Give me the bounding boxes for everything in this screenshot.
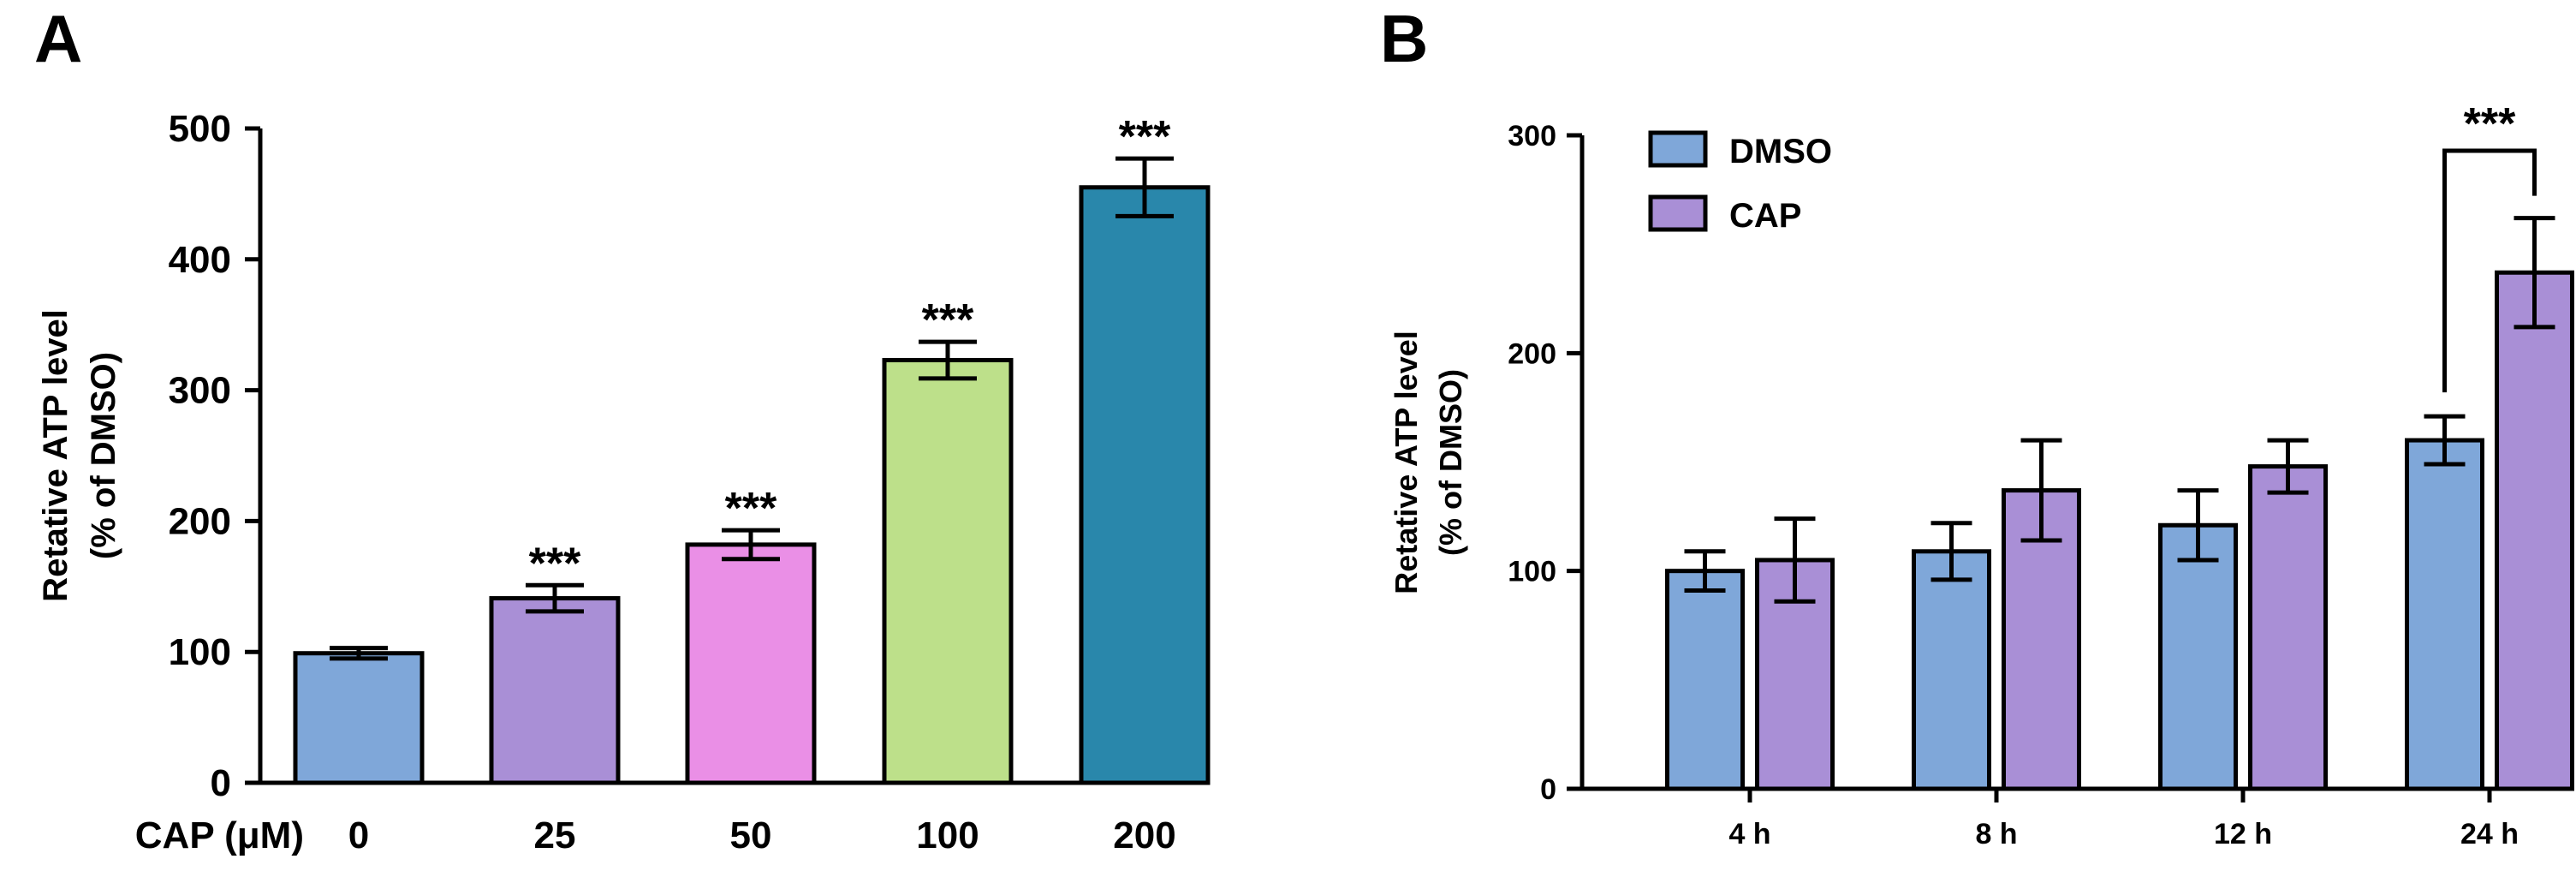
- chart-panel-a: 0 100 200 300 400 500 *** *** *** *** 0 25 50 100 20…: [37, 108, 1211, 856]
- significance-label-a: ***: [725, 484, 777, 534]
- y-tick-label-a: 300: [169, 370, 231, 412]
- significance-label-a: ***: [529, 539, 581, 588]
- y-axis-title-b-line2: (% of DMSO): [1433, 369, 1468, 556]
- y-tick-label-a: 0: [211, 762, 231, 804]
- significance-bracket-line: [2442, 148, 2537, 393]
- bar-group-b: [2158, 438, 2328, 791]
- x-tick-label-a: 0: [348, 814, 369, 856]
- y-axis-title-a: Retative ATP level (% of DMSO): [37, 309, 122, 602]
- panel-letter-b: B: [1380, 1, 1428, 76]
- y-axis-title-b-line1: Retative ATP level: [1389, 331, 1424, 594]
- y-tick-label-b: 0: [1540, 773, 1556, 806]
- bar-group-a: ***: [489, 539, 621, 785]
- bar-a: [882, 357, 1014, 785]
- y-tick-label-b: 300: [1508, 120, 1556, 152]
- y-axis-title-b: Retative ATP level (% of DMSO): [1389, 331, 1468, 594]
- y-axis-ticks-b: 0 100 200 300: [1508, 120, 1582, 806]
- x-tick-label-a: 100: [916, 814, 979, 856]
- significance-bracket-b: ***: [2442, 99, 2537, 393]
- legend-b: DMSO CAP: [1648, 130, 1832, 235]
- x-axis-ticks-a: 0 25 50 100 200: [348, 814, 1176, 856]
- x-tick-label-a: 200: [1113, 814, 1175, 856]
- x-tick-label-a: 25: [534, 814, 576, 856]
- bar-group-a: [293, 646, 425, 785]
- x-tick-label-a: 50: [730, 814, 772, 856]
- bar-group-b: [1665, 516, 1835, 791]
- bar-cap: [2248, 464, 2328, 791]
- significance-label-a: ***: [1119, 112, 1171, 162]
- x-tick-label-b: 4 h: [1728, 818, 1770, 850]
- x-tick-label-b: 24 h: [2460, 818, 2519, 850]
- bar-a: [489, 596, 621, 785]
- x-tick-label-b: 12 h: [2214, 818, 2272, 850]
- legend-label-cap: CAP: [1729, 197, 1801, 235]
- chart-panel-b: 0 100 200 300 4 h 8 h 12 h 24 h Retative ATP l…: [1389, 99, 2574, 850]
- y-tick-label-a: 500: [169, 108, 231, 150]
- bar-group-a: ***: [1079, 112, 1211, 785]
- bar-group-a: ***: [685, 484, 817, 785]
- legend-swatch-dmso: [1648, 130, 1708, 168]
- legend-label-dmso: DMSO: [1729, 133, 1832, 170]
- y-axis-title-a-line2: (% of DMSO): [85, 352, 122, 559]
- bar-dmso: [1665, 569, 1745, 791]
- significance-label-a: ***: [922, 295, 974, 345]
- x-axis-title-a: CAP (μM): [135, 814, 304, 856]
- x-tick-label-b: 8 h: [1975, 818, 2017, 850]
- y-tick-label-a: 400: [169, 239, 231, 281]
- bar-dmso: [1912, 549, 1991, 791]
- bar-group-b: [2405, 216, 2574, 791]
- y-tick-label-a: 100: [169, 631, 231, 673]
- bar-group-b: [1912, 438, 2081, 791]
- bar-dmso: [2405, 438, 2484, 791]
- bar-a: [293, 651, 425, 785]
- x-axis-ticks-b: 4 h 8 h 12 h 24 h: [1728, 789, 2519, 850]
- bar-a: [685, 542, 817, 785]
- bar-a: [1079, 185, 1211, 785]
- bar-group-a: ***: [882, 295, 1014, 785]
- y-tick-label-a: 200: [169, 500, 231, 542]
- panel-letter-a: A: [34, 1, 82, 76]
- y-tick-label-b: 200: [1508, 337, 1556, 370]
- y-axis-title-a-line1: Retative ATP level: [37, 309, 74, 602]
- y-axis-ticks-a: 0 100 200 300 400 500: [169, 108, 260, 804]
- significance-label-b: ***: [2464, 99, 2516, 149]
- bar-cap: [2495, 270, 2574, 791]
- legend-swatch-cap: [1648, 194, 1708, 232]
- bar-dmso: [2158, 522, 2238, 791]
- bars-a: *** *** *** ***: [293, 112, 1211, 785]
- y-tick-label-b: 100: [1508, 556, 1556, 588]
- bars-b: [1665, 216, 2574, 791]
